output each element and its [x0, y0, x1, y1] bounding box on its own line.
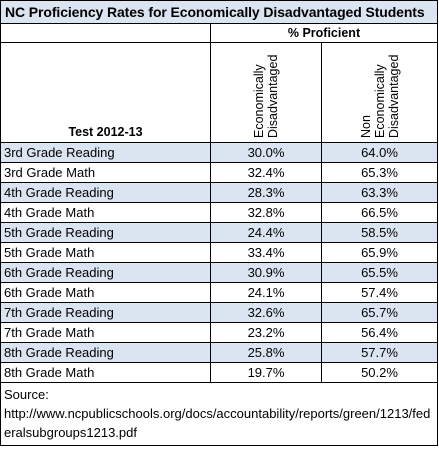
- non-econ-value-cell: 65.7%: [320, 302, 439, 323]
- non-econ-value-cell: 57.7%: [320, 342, 439, 363]
- table-row: 6th Grade Reading 30.9% 65.5%: [0, 262, 439, 283]
- econ-value-cell: 30.9%: [210, 262, 322, 283]
- table-row: 8th Grade Reading 25.8% 57.7%: [0, 342, 439, 363]
- non-econ-value-cell: 56.4%: [320, 322, 439, 343]
- non-econ-value-cell: 64.0%: [320, 142, 439, 163]
- header-line: Disadvantaged: [266, 54, 280, 138]
- header-line: Disadvantaged: [386, 54, 401, 138]
- test-name-cell: 8th Grade Reading: [0, 342, 211, 363]
- non-econ-value-cell: 58.5%: [320, 222, 439, 243]
- econ-value-cell: 24.4%: [210, 222, 322, 243]
- test-name-cell: 5th Grade Math: [0, 242, 211, 263]
- header-empty-cell: [0, 23, 211, 43]
- non-econ-disadvantaged-header-text: Non Economically Disadvantaged: [359, 48, 401, 138]
- table-row: 5th Grade Reading 24.4% 58.5%: [0, 222, 439, 243]
- proficiency-table: NC Proficiency Rates for Economically Di…: [0, 0, 439, 446]
- header-line: Non: [358, 115, 373, 138]
- test-name-cell: 7th Grade Reading: [0, 302, 211, 323]
- econ-value-cell: 25.8%: [210, 342, 322, 363]
- header-line: Economically: [252, 64, 266, 138]
- non-econ-disadvantaged-header: Non Economically Disadvantaged: [320, 42, 439, 143]
- non-econ-value-cell: 66.5%: [320, 202, 439, 223]
- source-url: http://www.ncpublicschools.org/docs/acco…: [4, 406, 431, 440]
- proficiency-table-container: NC Proficiency Rates for Economically Di…: [0, 0, 439, 446]
- econ-value-cell: 32.8%: [210, 202, 322, 223]
- econ-value-cell: 28.3%: [210, 182, 322, 203]
- econ-value-cell: 30.0%: [210, 142, 322, 163]
- econ-disadvantaged-header: Economically Disadvantaged: [210, 42, 322, 143]
- test-name-cell: 7th Grade Math: [0, 322, 211, 343]
- non-econ-value-cell: 65.5%: [320, 262, 439, 283]
- test-name-cell: 3rd Grade Reading: [0, 142, 211, 163]
- econ-value-cell: 32.4%: [210, 162, 322, 183]
- table-row: 4th Grade Reading 28.3% 63.3%: [0, 182, 439, 203]
- table-row: 3rd Grade Reading 30.0% 64.0%: [0, 142, 439, 163]
- non-econ-value-cell: 63.3%: [320, 182, 439, 203]
- table-row: 5th Grade Math 33.4% 65.9%: [0, 242, 439, 263]
- non-econ-value-cell: 65.3%: [320, 162, 439, 183]
- table-row: 7th Grade Math 23.2% 56.4%: [0, 322, 439, 343]
- test-column-header: Test 2012-13: [0, 42, 211, 143]
- test-name-cell: 4th Grade Reading: [0, 182, 211, 203]
- test-name-cell: 5th Grade Reading: [0, 222, 211, 243]
- header-line: Economically: [372, 64, 387, 138]
- non-econ-value-cell: 50.2%: [320, 362, 439, 383]
- table-row: 6th Grade Math 24.1% 57.4%: [0, 282, 439, 303]
- table-row: 8th Grade Math 19.7% 50.2%: [0, 362, 439, 383]
- source-label: Source:: [4, 387, 49, 402]
- econ-value-cell: 23.2%: [210, 322, 322, 343]
- non-econ-value-cell: 65.9%: [320, 242, 439, 263]
- non-econ-value-cell: 57.4%: [320, 282, 439, 303]
- table-title: NC Proficiency Rates for Economically Di…: [0, 0, 439, 24]
- table-row: 4th Grade Math 32.8% 66.5%: [0, 202, 439, 223]
- percent-proficient-header: % Proficient: [209, 23, 439, 43]
- econ-disadvantaged-header-text: Economically Disadvantaged: [252, 48, 280, 138]
- table-row: 7th Grade Reading 32.6% 65.7%: [0, 302, 439, 323]
- econ-value-cell: 19.7%: [210, 362, 322, 383]
- test-name-cell: 6th Grade Math: [0, 282, 211, 303]
- test-name-cell: 6th Grade Reading: [0, 262, 211, 283]
- test-name-cell: 8th Grade Math: [0, 362, 211, 383]
- test-name-cell: 4th Grade Math: [0, 202, 211, 223]
- table-row: 3rd Grade Math 32.4% 65.3%: [0, 162, 439, 183]
- econ-value-cell: 33.4%: [210, 242, 322, 263]
- test-name-cell: 3rd Grade Math: [0, 162, 211, 183]
- source-cell: Source: http://www.ncpublicschools.org/d…: [0, 382, 439, 446]
- econ-value-cell: 24.1%: [210, 282, 322, 303]
- econ-value-cell: 32.6%: [210, 302, 322, 323]
